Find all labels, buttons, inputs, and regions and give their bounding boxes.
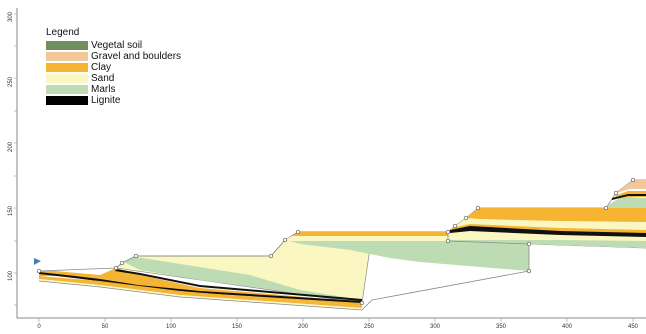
- cross-section: [38, 179, 646, 311]
- sand-layer[interactable]: [39, 279, 362, 310]
- y-tick-label: 300: [8, 11, 14, 22]
- marls-layer[interactable]: [124, 257, 362, 303]
- legend-item-marls: Marls: [46, 84, 216, 95]
- clay-layer[interactable]: [39, 276, 362, 308]
- legend-label: Vegetal soil: [91, 39, 143, 51]
- y-tick-label: 200: [8, 141, 14, 152]
- vertex-handle: [268, 253, 274, 259]
- lignite-band[interactable]: [450, 226, 646, 237]
- marls-layer[interactable]: [290, 241, 529, 271]
- x-tick-label: 400: [562, 324, 573, 330]
- x-tick-label: 250: [364, 324, 375, 330]
- vertex-handle: [445, 238, 451, 244]
- lignite-band[interactable]: [39, 272, 362, 303]
- x-tick-label: 150: [232, 324, 243, 330]
- x-axis-ticks: [38, 318, 634, 322]
- triangle-marker-icon[interactable]: [34, 258, 41, 265]
- vertex-handle: [295, 229, 301, 235]
- y-tick-label: 100: [8, 270, 14, 281]
- x-tick-label: 300: [430, 324, 441, 330]
- legend-swatch: [46, 96, 88, 105]
- gravel-layer[interactable]: [616, 180, 646, 193]
- lignite-band[interactable]: [612, 194, 646, 200]
- x-tick-labels: 0 50 100 150 200 250 300 350 400 450: [37, 324, 638, 330]
- vertex-handle: [445, 229, 451, 235]
- vertex-handle: [463, 215, 469, 221]
- legend-label: Marls: [91, 83, 116, 95]
- x-tick-label: 50: [102, 324, 109, 330]
- vertex-handle: [359, 300, 365, 306]
- y-tick-label: 250: [8, 76, 14, 87]
- x-tick-label: 0: [37, 324, 41, 330]
- vertex-handle: [36, 268, 42, 274]
- legend-label: Lignite: [91, 94, 121, 106]
- vertex-handle: [452, 223, 458, 229]
- clay-layer[interactable]: [466, 208, 646, 222]
- legend-label: Gravel and boulders: [91, 50, 182, 62]
- vertex-handle: [475, 205, 481, 211]
- legend-swatch: [46, 74, 88, 83]
- legend-item-lignite: Lignite: [46, 95, 216, 106]
- marls-layer[interactable]: [448, 240, 646, 248]
- legend-swatch: [46, 52, 88, 61]
- legend-swatch: [46, 63, 88, 72]
- vertex-handle: [603, 205, 609, 211]
- legend-swatch: [46, 41, 88, 50]
- legend-item-sand: Sand: [46, 73, 216, 84]
- sand-layer[interactable]: [285, 236, 448, 241]
- legend-label: Sand: [91, 72, 115, 84]
- vertex-handle: [282, 237, 288, 243]
- legend-swatch: [46, 85, 88, 94]
- legend-item-vegetal-soil: Vegetal soil: [46, 40, 216, 51]
- x-tick-label: 350: [496, 324, 507, 330]
- y-tick-label: 150: [8, 205, 14, 216]
- lignite-band[interactable]: [115, 269, 362, 301]
- x-tick-label: 100: [166, 324, 177, 330]
- vertex-handle: [630, 177, 636, 183]
- legend-label: Clay: [91, 61, 112, 73]
- legend-title: Legend: [46, 27, 80, 38]
- vertex-handle: [119, 260, 125, 266]
- vertex-handle: [613, 190, 619, 196]
- y-axis-ticks: [14, 13, 17, 306]
- vertex-handle: [526, 241, 532, 247]
- legend-item-gravel-and-boulders: Gravel and boulders: [46, 51, 216, 62]
- legend-item-clay: Clay: [46, 62, 216, 73]
- x-tick-label: 450: [628, 324, 639, 330]
- section-outline: [38, 243, 646, 311]
- vertex-markers[interactable]: [36, 177, 636, 306]
- vertex-handle: [526, 268, 532, 274]
- y-tick-labels: 300 250 200 150 100: [8, 11, 14, 281]
- legend: Legend Vegetal soil Gravel and boulders …: [46, 27, 216, 106]
- vertex-handle: [113, 265, 119, 271]
- x-tick-label: 200: [298, 324, 309, 330]
- marls-layer[interactable]: [606, 198, 646, 208]
- vertex-handle: [133, 253, 139, 259]
